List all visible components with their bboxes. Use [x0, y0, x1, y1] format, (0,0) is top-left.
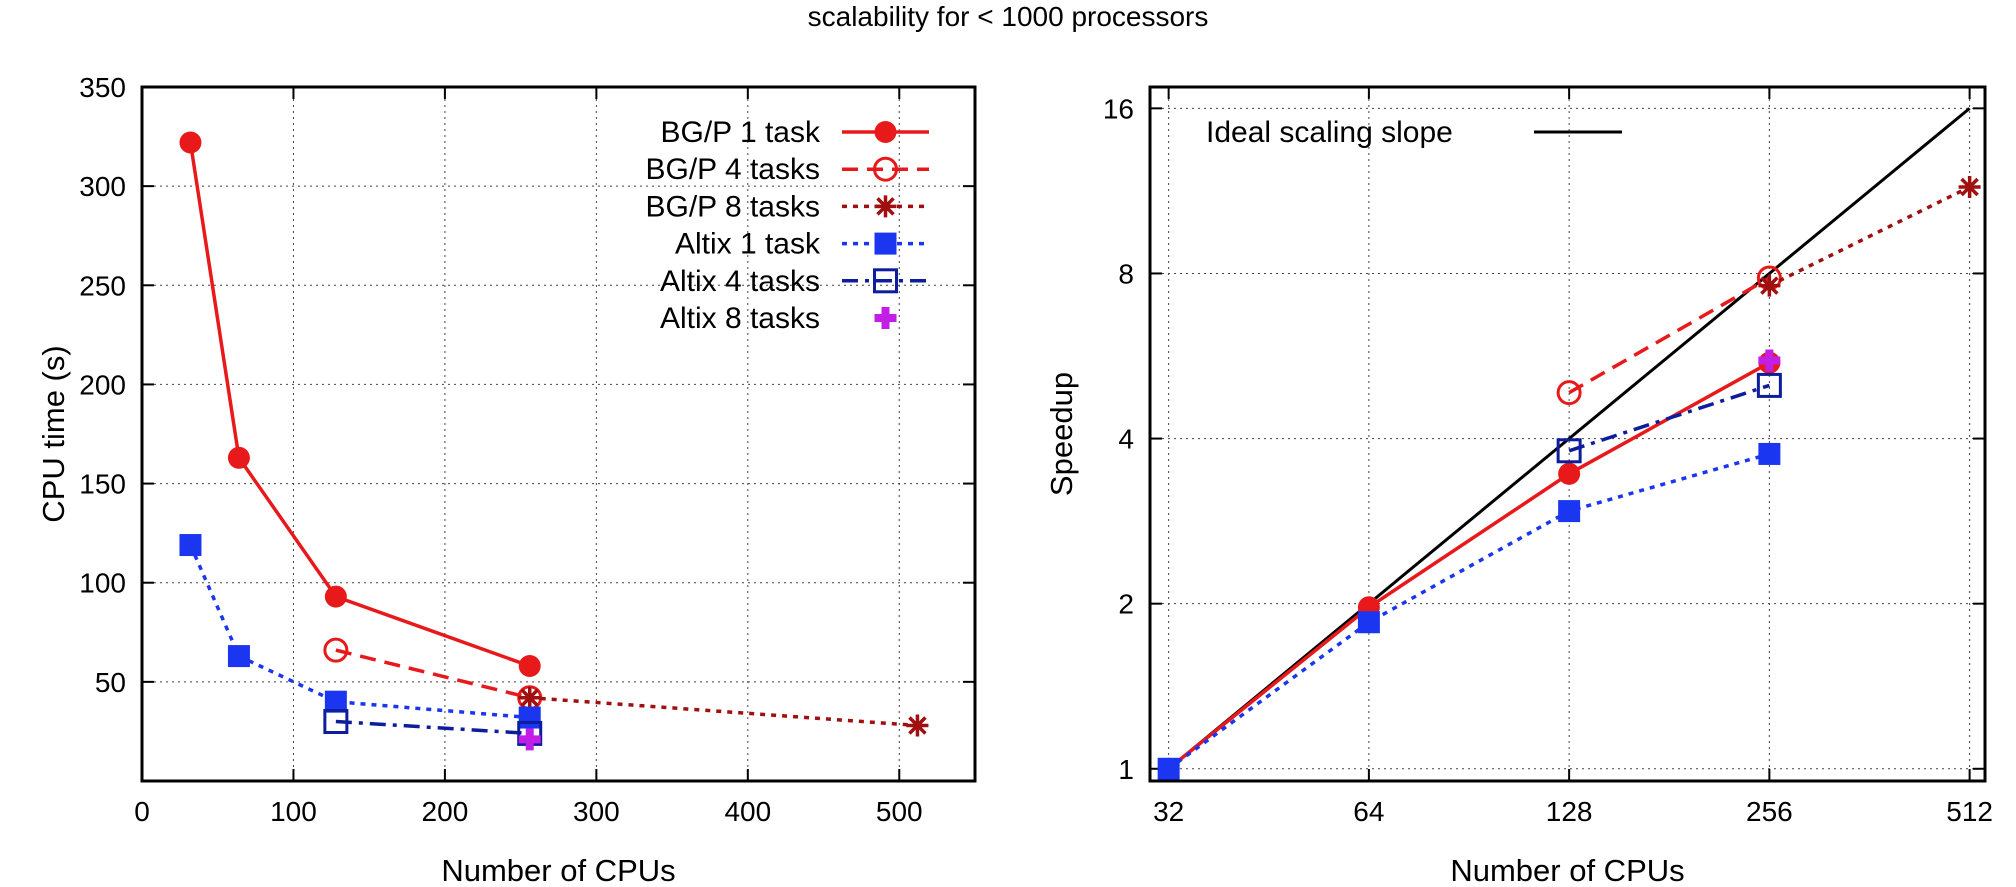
series-altix_4 — [1556, 372, 1782, 464]
series-line — [1568, 383, 1770, 453]
legend-swatch-marker — [874, 195, 897, 218]
legend-label: BG/P 1 task — [660, 116, 821, 149]
x-tick-label: 256 — [1746, 796, 1793, 827]
data-point — [1558, 500, 1581, 523]
series-bgp_4 — [323, 637, 543, 711]
y-tick-label: 4 — [1118, 424, 1134, 455]
legend-label: Ideal scaling slope — [1206, 116, 1453, 149]
x-tick-label: 128 — [1546, 796, 1593, 827]
data-point — [323, 709, 349, 735]
data-point — [1157, 757, 1180, 780]
y-axis-label: CPU time (s) — [36, 345, 71, 522]
series-altix_4 — [323, 709, 543, 746]
y-tick-label: 100 — [79, 568, 126, 599]
series-line — [529, 695, 918, 728]
series-line — [1167, 452, 1770, 771]
legend-label: Altix 1 task — [675, 228, 821, 261]
legend-label: BG/P 8 tasks — [645, 190, 820, 223]
cpu-time-chart: 0 100 200 300 400 500 50 100 150 200 250 300 350 Numb… — [36, 72, 977, 887]
x-axis-label: Number of CPUs — [1450, 853, 1684, 887]
data-point — [1558, 462, 1581, 485]
data-point — [1357, 611, 1380, 634]
x-tick-label: 100 — [270, 796, 317, 827]
data-point — [518, 654, 541, 677]
legend-swatch-marker — [873, 156, 898, 182]
series-bgp_1 — [179, 131, 541, 677]
x-tick-label: 64 — [1353, 796, 1384, 827]
x-tick-label: 200 — [422, 796, 469, 827]
series-bgp_4 — [1556, 265, 1782, 406]
legend-label: Altix 8 tasks — [660, 302, 820, 335]
data-point — [227, 446, 250, 469]
series-bgp_8 — [518, 686, 929, 737]
data-point — [1756, 372, 1782, 398]
legend: BG/P 1 task BG/P 4 tasks BG/P 8 tasks Altix… — [645, 116, 929, 335]
data-point — [324, 585, 347, 608]
series-altix_8 — [518, 728, 541, 751]
data-point — [518, 686, 541, 709]
y-tick-label: 16 — [1103, 93, 1134, 124]
y-tick-label: 200 — [79, 369, 126, 400]
series-line — [1768, 185, 1971, 288]
legend-swatch-marker — [874, 232, 897, 255]
series-line — [188, 142, 531, 668]
x-tick-label: 400 — [724, 796, 771, 827]
data-point — [179, 534, 202, 557]
legend-label: Altix 4 tasks — [660, 265, 820, 298]
plot-frame — [1148, 85, 1987, 783]
data-point — [179, 131, 202, 154]
data-point — [518, 706, 541, 729]
x-tick-label: 0 — [134, 796, 150, 827]
x-tick-label: 500 — [876, 796, 923, 827]
data-point — [906, 714, 929, 737]
data-point — [323, 637, 349, 663]
y-tick-label: 250 — [79, 270, 126, 301]
data-point — [1556, 438, 1582, 464]
legend-swatch-marker — [873, 268, 898, 294]
y-tick-label: 350 — [79, 72, 126, 103]
data-point — [1958, 176, 1981, 199]
y-tick-label: 2 — [1118, 589, 1134, 620]
series-line — [188, 544, 530, 720]
figure-title: scalability for < 1000 processors — [808, 1, 1209, 32]
data-point — [227, 645, 250, 668]
y-tick-label: 8 — [1118, 258, 1134, 289]
y-tick-label: 1 — [1118, 754, 1134, 785]
series-line — [335, 648, 531, 700]
legend: Ideal scaling slope — [1206, 116, 1622, 149]
legend-swatch-marker — [874, 121, 897, 143]
series-bgp_8 — [1758, 176, 1981, 297]
series-altix_1 — [179, 534, 541, 729]
x-axis-label: Number of CPUs — [441, 853, 675, 887]
data-point — [518, 728, 541, 751]
y-tick-label: 300 — [79, 171, 126, 202]
y-axis-label: Speedup — [1044, 372, 1079, 496]
plot-frame — [140, 85, 977, 783]
series-line — [335, 719, 530, 736]
data-point — [1758, 442, 1781, 465]
data-point — [1758, 349, 1781, 372]
data-point — [1758, 274, 1781, 297]
x-tick-label: 512 — [1946, 796, 1993, 827]
y-tick-label: 50 — [95, 667, 126, 698]
legend-label: BG/P 4 tasks — [645, 153, 820, 186]
x-tick-label: 300 — [573, 796, 620, 827]
y-tick-label: 150 — [79, 469, 126, 500]
legend-swatch-marker — [874, 307, 897, 329]
speedup-chart: 32 64 128 256 512 1 2 4 8 16 Number of CPUs Speedup… — [1044, 85, 1993, 887]
x-tick-label: 32 — [1153, 796, 1184, 827]
series-altix_8 — [1758, 349, 1781, 372]
series-altix_1 — [1157, 442, 1781, 780]
series-layer — [179, 131, 929, 751]
data-point — [324, 690, 347, 713]
data-point — [1556, 380, 1582, 406]
series-line — [1568, 276, 1771, 395]
series-layer — [1157, 107, 1981, 780]
